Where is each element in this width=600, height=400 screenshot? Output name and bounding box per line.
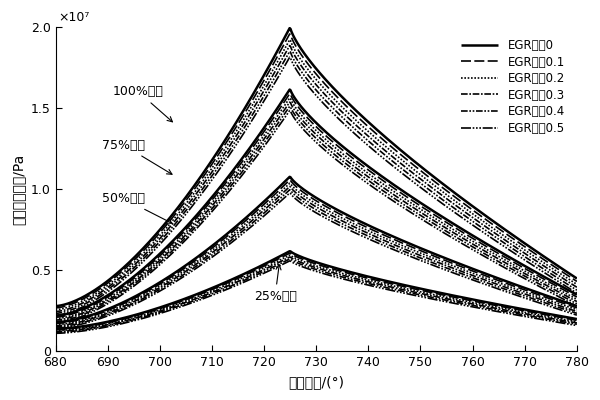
Text: 25%负荷: 25%负荷: [254, 265, 296, 302]
Y-axis label: 缸内平均压力/Pa: 缸内平均压力/Pa: [11, 154, 25, 225]
Text: 100%负荷: 100%负荷: [113, 85, 172, 122]
Text: 75%负荷: 75%负荷: [103, 139, 172, 174]
Text: ×10⁷: ×10⁷: [58, 11, 89, 24]
Text: 50%负荷: 50%负荷: [103, 192, 172, 223]
X-axis label: 曲轴转角/(°): 曲轴转角/(°): [288, 375, 344, 389]
Legend: EGR率丸0, EGR率丸0.1, EGR率丸0.2, EGR率丸0.3, EGR率丸0.4, EGR率丸0.5: EGR率丸0, EGR率丸0.1, EGR率丸0.2, EGR率丸0.3, EG…: [455, 33, 571, 141]
